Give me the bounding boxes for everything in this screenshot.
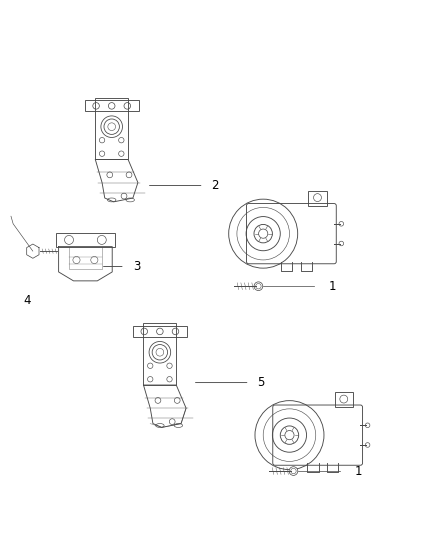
Bar bbox=[133, 326, 187, 337]
Text: 1: 1 bbox=[355, 465, 362, 478]
Text: 1: 1 bbox=[328, 280, 336, 293]
Bar bbox=[56, 233, 115, 247]
Text: 3: 3 bbox=[133, 260, 140, 273]
Circle shape bbox=[289, 467, 298, 475]
Circle shape bbox=[254, 282, 263, 290]
Text: 2: 2 bbox=[212, 179, 219, 192]
Bar bbox=[85, 101, 139, 111]
Bar bbox=[308, 191, 326, 206]
Text: 4: 4 bbox=[24, 294, 31, 307]
Bar bbox=[144, 324, 176, 385]
Bar bbox=[335, 392, 353, 407]
Bar bbox=[95, 98, 128, 159]
Text: 5: 5 bbox=[258, 376, 265, 389]
